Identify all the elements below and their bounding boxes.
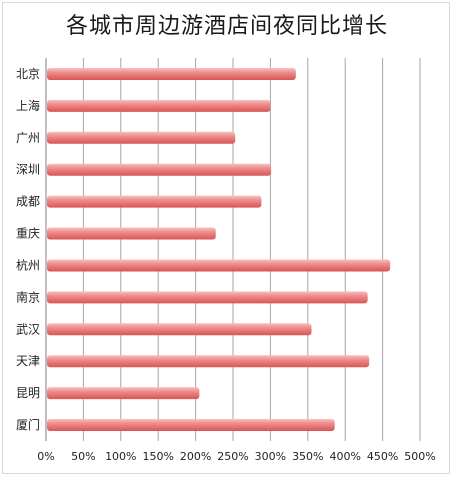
chart-title: 各城市周边游酒店间夜同比增长 xyxy=(65,14,388,39)
bar xyxy=(47,227,216,240)
bar xyxy=(47,323,312,336)
grid-lines xyxy=(45,58,421,441)
category-label: 深圳 xyxy=(16,163,40,177)
x-tick-label: 150% xyxy=(142,450,173,463)
x-tick-label: 400% xyxy=(329,450,360,463)
category-label: 厦门 xyxy=(16,417,40,432)
category-label: 天津 xyxy=(16,354,40,368)
x-tick-label: 200% xyxy=(180,450,211,463)
x-tick-label: 450% xyxy=(367,450,398,463)
category-label: 武汉 xyxy=(16,322,40,336)
x-tick-label: 300% xyxy=(255,450,286,463)
x-tick-label: 350% xyxy=(292,450,323,463)
bar xyxy=(47,195,262,208)
bar xyxy=(47,419,335,432)
category-label: 北京 xyxy=(16,67,40,81)
x-tick-label: 100% xyxy=(105,450,136,463)
x-tick-label: 500% xyxy=(404,450,435,463)
bar xyxy=(47,99,271,112)
x-tick-label: 0% xyxy=(37,450,54,463)
category-label: 昆明 xyxy=(16,386,40,400)
category-label: 杭州 xyxy=(16,257,40,272)
bar xyxy=(47,259,391,272)
bar xyxy=(47,163,272,176)
x-tick-label: 50% xyxy=(71,450,95,463)
x-tick-label: 250% xyxy=(217,450,248,463)
bar xyxy=(47,67,296,80)
x-tick-labels: 0% 50% 100% 150% 200% 250% 300% 350% 400% 450% 500… xyxy=(37,450,435,463)
category-label: 重庆 xyxy=(16,227,40,241)
bars xyxy=(47,67,391,432)
category-label: 成都 xyxy=(16,195,40,209)
bar xyxy=(47,131,236,144)
bar xyxy=(47,355,370,368)
category-label: 广州 xyxy=(16,131,40,145)
category-label: 上海 xyxy=(16,98,40,113)
bar xyxy=(47,291,368,304)
category-label: 南京 xyxy=(16,289,40,304)
bar xyxy=(47,387,200,400)
